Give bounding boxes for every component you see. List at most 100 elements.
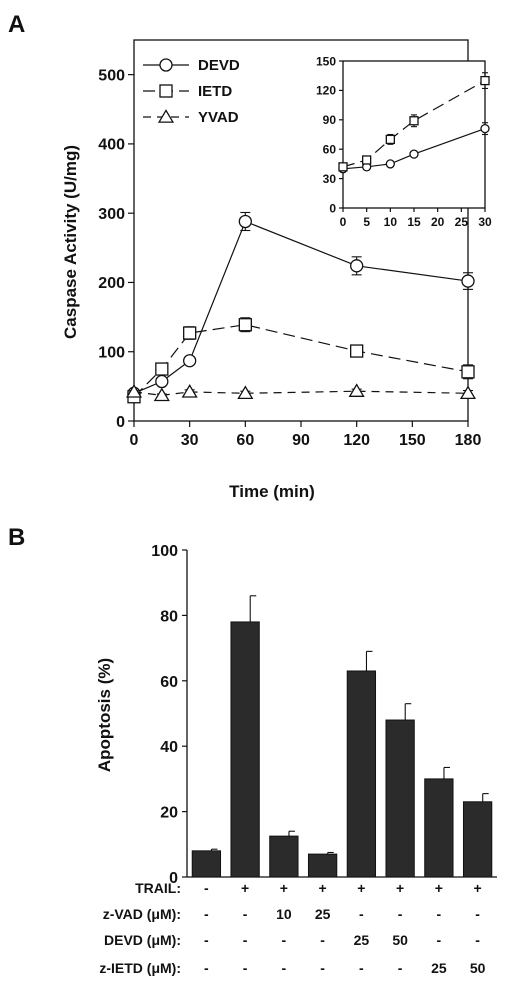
table-cell: -: [398, 960, 403, 976]
table-cell: -: [437, 906, 442, 922]
legend-label-devd: DEVD: [198, 57, 240, 74]
panel-b-chart: 0 20 40 60 80 100: [151, 543, 497, 887]
table-cell: -: [282, 960, 287, 976]
point-yvad: [459, 385, 477, 400]
point-devd: [155, 374, 169, 389]
y-tick-label: 200: [98, 275, 125, 292]
y-tick-label: 400: [98, 137, 125, 154]
y-tick-label: 0: [169, 870, 178, 887]
x-tick-label: 60: [236, 432, 254, 449]
table-cell: -: [282, 932, 287, 948]
table-cell: +: [435, 880, 443, 896]
table-cell: 25: [431, 960, 447, 976]
table-cell: -: [475, 932, 480, 948]
table-cell: -: [359, 906, 364, 922]
bar: [191, 850, 222, 878]
inset-y-tick-label: 60: [323, 143, 337, 157]
table-cell: -: [243, 906, 248, 922]
bar: [269, 835, 299, 878]
bar: [385, 719, 415, 878]
inset-point-ietd: [362, 155, 372, 165]
inset-y-tick-label: 30: [323, 172, 337, 186]
inset-y-tick-label: 90: [323, 113, 337, 127]
y-tick-label: 100: [98, 344, 125, 361]
table-cell: -: [204, 960, 209, 976]
inset-point-ietd: [480, 75, 490, 86]
point-yvad: [153, 387, 170, 402]
table-cell: -: [437, 932, 442, 948]
bar: [346, 670, 377, 878]
table-cell: 50: [392, 932, 408, 948]
table-cell: -: [204, 932, 209, 948]
y-tick-label: 60: [160, 674, 178, 691]
table-cell: -: [243, 960, 248, 976]
inset-x-tick-label: 5: [363, 215, 370, 229]
point-ietd: [155, 362, 169, 376]
legend-label-yvad: YVAD: [198, 109, 239, 126]
x-tick-label: 30: [181, 432, 199, 449]
x-tick-label: 90: [292, 432, 310, 449]
panel-a-chart: 0 30 60 90 120 150 1800100200300400500DEVDIETD…: [98, 39, 492, 449]
point-devd: [461, 274, 475, 288]
inset-point-devd: [409, 149, 419, 159]
table-cell: -: [243, 932, 248, 948]
table-cell: -: [204, 880, 209, 896]
table-cell: +: [241, 880, 249, 896]
table-cell: 25: [354, 932, 370, 948]
table-cell: +: [396, 880, 404, 896]
inset-x-tick-label: 25: [455, 215, 469, 229]
point-yvad: [125, 384, 143, 398]
y-tick-label: 500: [98, 67, 125, 84]
inset-x-tick-label: 30: [478, 215, 492, 229]
series-line-ietd: [133, 324, 469, 398]
bar: [307, 853, 338, 878]
inset-y-tick-label: 0: [329, 201, 336, 215]
panel-a-x-axis-title: Time (min): [229, 482, 315, 501]
series-line-devd: [133, 220, 469, 394]
table-row-label: TRAIL:: [135, 880, 181, 896]
table-cell: 50: [470, 960, 486, 976]
inset-point-devd: [480, 123, 490, 134]
table-row-label: z-VAD (μM):: [103, 906, 181, 922]
table-cell: 25: [315, 906, 331, 922]
table-row-label: DEVD (μM):: [104, 932, 181, 948]
inset-x-tick-label: 10: [384, 215, 398, 229]
table-cell: +: [280, 880, 288, 896]
table-cell: +: [357, 880, 365, 896]
table-cell: -: [398, 906, 403, 922]
inset-x-tick-label: 0: [340, 215, 347, 229]
point-yvad: [348, 383, 365, 397]
point-ietd: [183, 326, 197, 340]
inset-point-ietd: [338, 162, 348, 172]
point-yvad: [181, 384, 198, 398]
inset-x-tick-label: 20: [431, 215, 445, 229]
panel-a-y-axis-title: Caspase Activity (U/mg): [61, 145, 80, 339]
x-tick-label: 180: [455, 432, 482, 449]
legend-marker-devd: [159, 58, 173, 72]
y-tick-label: 80: [160, 608, 178, 625]
table-cell: 10: [276, 906, 292, 922]
table-cell: -: [320, 960, 325, 976]
inset-point-ietd: [409, 116, 419, 126]
y-tick-label: 0: [116, 414, 125, 431]
point-devd: [238, 214, 252, 229]
legend-marker-ietd: [159, 84, 173, 98]
x-tick-label: 150: [399, 432, 426, 449]
point-ietd: [461, 365, 475, 379]
panel-b-y-axis-title: Apoptosis (%): [95, 658, 114, 772]
inset-point-ietd: [385, 134, 395, 145]
inset-plot-frame: [342, 60, 486, 209]
table-row-label: z-IETD (μM):: [99, 960, 181, 976]
bar: [424, 778, 454, 878]
point-yvad: [237, 385, 254, 400]
table-cell: -: [359, 960, 364, 976]
y-tick-label: 300: [98, 206, 125, 223]
inset-point-devd: [385, 159, 395, 169]
y-tick-label: 40: [160, 739, 178, 756]
treatment-table: TRAIL: - + + + + + + + z-VAD (μM): - - 10 25 - - - - DEVD …: [99, 880, 485, 976]
y-tick-label: 20: [160, 805, 178, 822]
panel-a-letter: A: [8, 11, 25, 38]
series-line-yvad: [133, 390, 469, 396]
inset-y-tick-label: 150: [316, 54, 336, 68]
